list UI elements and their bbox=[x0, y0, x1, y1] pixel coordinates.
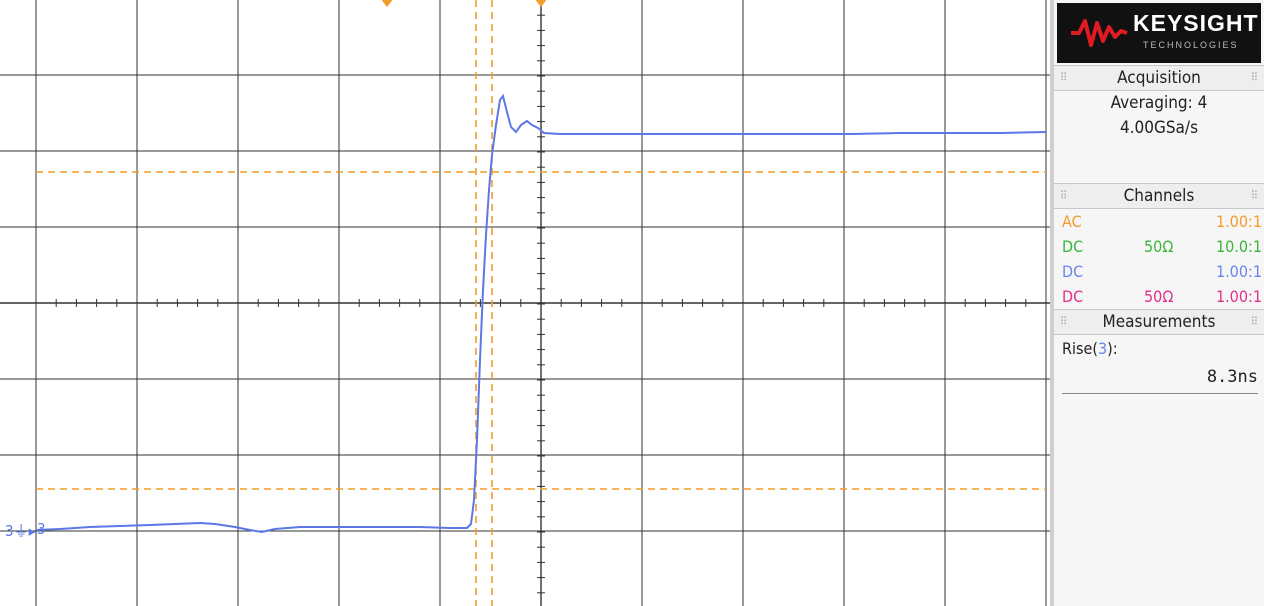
measurement-label-prefix: Rise( bbox=[1062, 339, 1098, 358]
acquisition-body: Averaging: 4 4.00GSa/s bbox=[1054, 91, 1264, 183]
channel-probe-ratio: 1.00:1 bbox=[1215, 287, 1262, 306]
time-reference-marker[interactable] bbox=[534, 0, 548, 7]
ground-reference-marker[interactable]: 3⏚▸ bbox=[5, 520, 35, 541]
grip-icon: ⠿ bbox=[1060, 315, 1068, 328]
brand-subtitle: TECHNOLOGIES bbox=[1143, 40, 1239, 50]
channel-coupling: DC bbox=[1062, 262, 1084, 281]
grip-icon: ⠿ bbox=[1250, 189, 1258, 202]
grip-icon: ⠿ bbox=[1060, 189, 1068, 202]
channel-coupling: DC bbox=[1062, 237, 1084, 256]
channel-row-4[interactable]: DC 50Ω 1.00:1 bbox=[1054, 284, 1264, 309]
channel-probe-ratio: 10.0:1 bbox=[1215, 237, 1262, 256]
channel-impedance: 50Ω bbox=[1144, 237, 1174, 256]
channel-row-1[interactable]: AC 1.00:1 bbox=[1054, 209, 1264, 234]
sample-rate: 4.00GSa/s bbox=[1119, 118, 1199, 138]
channel-probe-ratio: 1.00:1 bbox=[1215, 212, 1262, 231]
acquisition-mode: Averaging: 4 bbox=[1110, 93, 1208, 113]
channel-coupling: AC bbox=[1062, 212, 1082, 231]
acquisition-header[interactable]: ⠿ Acquisition ⠿ bbox=[1054, 65, 1264, 91]
channel-impedance: 50Ω bbox=[1144, 287, 1174, 306]
measurements-header[interactable]: ⠿ Measurements ⠿ bbox=[1054, 309, 1264, 335]
trigger-position-marker[interactable] bbox=[380, 0, 394, 7]
channel-row-3[interactable]: DC 1.00:1 bbox=[1054, 259, 1264, 284]
channels-list: AC 1.00:1 DC 50Ω 10.0:1 DC 1.00:1 DC 50Ω… bbox=[1054, 209, 1264, 309]
acquisition-title: Acquisition bbox=[1117, 68, 1201, 88]
grip-icon: ⠿ bbox=[1250, 315, 1258, 328]
cursor-lines[interactable] bbox=[36, 0, 1046, 606]
brand-name: KEYSIGHT bbox=[1133, 10, 1259, 36]
channels-header[interactable]: ⠿ Channels ⠿ bbox=[1054, 183, 1264, 209]
channel-3-offset-marker[interactable]: 3 bbox=[37, 520, 46, 538]
channel-probe-ratio: 1.00:1 bbox=[1215, 262, 1262, 281]
keysight-wave-icon bbox=[1071, 19, 1128, 47]
grip-icon: ⠿ bbox=[1060, 71, 1068, 84]
measurement-label: Rise(3): bbox=[1062, 339, 1264, 358]
measurement-label-suffix: ): bbox=[1107, 339, 1118, 358]
channel-3-trace bbox=[35, 93, 1047, 534]
grip-icon: ⠿ bbox=[1250, 71, 1258, 84]
measurement-label-channel: 3 bbox=[1097, 339, 1108, 358]
channel-coupling: DC bbox=[1062, 287, 1084, 306]
keysight-logo: KEYSIGHT TECHNOLOGIES bbox=[1057, 3, 1261, 63]
divider bbox=[1062, 393, 1258, 394]
side-panel: KEYSIGHT TECHNOLOGIES ⠿ Acquisition ⠿ Av… bbox=[1050, 0, 1264, 606]
measurements-title: Measurements bbox=[1102, 312, 1216, 332]
ground-symbol-icon: ⏚▸ bbox=[13, 522, 36, 540]
axis-ticks bbox=[35, 0, 1027, 594]
measurement-value: 8.3ns bbox=[1206, 367, 1258, 387]
ground-marker-label: 3 bbox=[5, 522, 14, 540]
measurement-rise-3[interactable]: Rise(3): 8.3ns bbox=[1054, 335, 1264, 419]
channel-row-2[interactable]: DC 50Ω 10.0:1 bbox=[1054, 234, 1264, 259]
waveform-display[interactable]: 3⏚▸ 3 bbox=[0, 0, 1050, 606]
channels-title: Channels bbox=[1123, 186, 1195, 206]
waveform-graticule[interactable] bbox=[0, 0, 1050, 606]
